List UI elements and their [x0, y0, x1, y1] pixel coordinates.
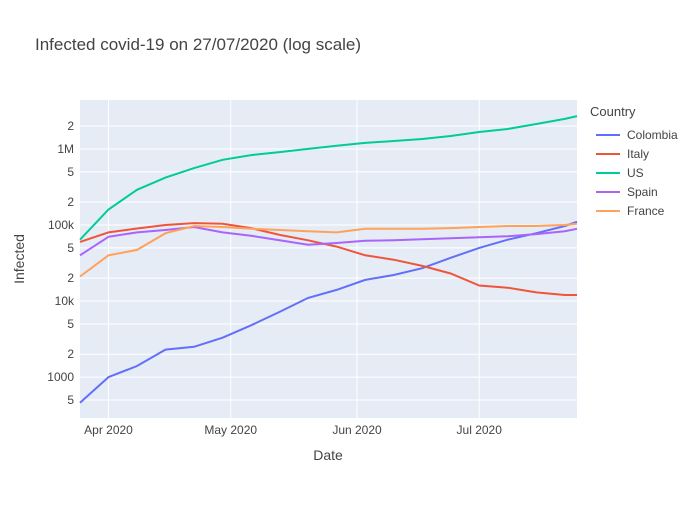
legend-item[interactable]: Spain [596, 185, 658, 199]
legend-label[interactable]: US [627, 166, 644, 180]
y-tick-label: 5 [67, 393, 74, 407]
legend-title: Country [590, 104, 636, 119]
series-line [79, 115, 578, 241]
plot-area [80, 100, 577, 418]
y-tick-label: 1000 [47, 370, 74, 384]
lines [79, 115, 578, 404]
y-tick-label: 2 [67, 271, 74, 285]
legend-label[interactable]: Spain [627, 185, 658, 199]
x-tick-label: Apr 2020 [84, 423, 133, 437]
y-tick-label: 5 [67, 241, 74, 255]
legend-label[interactable]: Italy [627, 147, 649, 161]
series-line [79, 225, 578, 257]
y-axis-title: Infected [11, 234, 27, 284]
legend-item[interactable]: Italy [596, 147, 649, 161]
x-tick-label: Jul 2020 [457, 423, 503, 437]
legend-item[interactable]: France [596, 204, 665, 218]
x-axis-title: Date [313, 447, 343, 463]
y-tick-label: 100k [48, 218, 75, 232]
legend-item[interactable]: US [596, 166, 644, 180]
y-tick-label: 10k [55, 294, 75, 308]
labels: 5 1000 2 5 10k 2 5 100k 2 5 1M 2 Apr 2020 May 2020 Jun… [47, 119, 502, 437]
x-tick-label: Jun 2020 [332, 423, 382, 437]
x-tick-label: May 2020 [204, 423, 257, 437]
y-tick-label: 2 [67, 195, 74, 209]
y-tick-label: 2 [67, 347, 74, 361]
legend-label[interactable]: France [627, 204, 665, 218]
y-tick-label: 1M [57, 142, 74, 156]
legend-item[interactable]: Colombia [596, 128, 678, 142]
series-line [79, 222, 578, 278]
y-tick-label: 2 [67, 119, 74, 133]
series-line [79, 220, 578, 404]
legend-label[interactable]: Colombia [627, 128, 678, 142]
y-tick-label: 5 [67, 165, 74, 179]
chart-title: Infected covid-19 on 27/07/2020 (log sca… [35, 35, 361, 54]
series-line [79, 222, 577, 296]
y-tick-label: 5 [67, 317, 74, 331]
